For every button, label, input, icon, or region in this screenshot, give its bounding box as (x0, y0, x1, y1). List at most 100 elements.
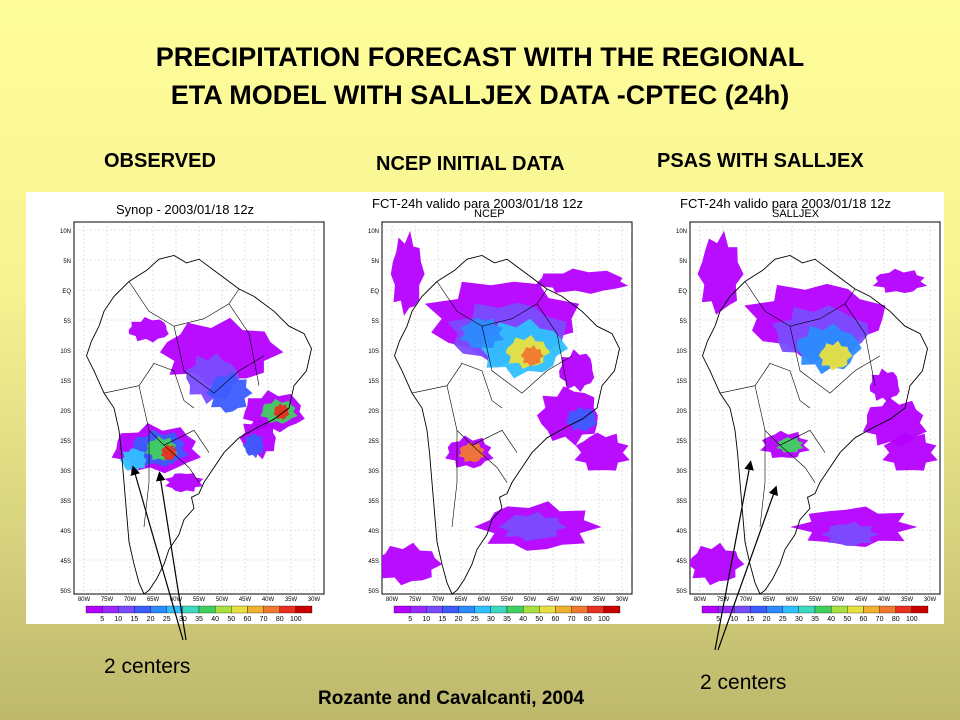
lon-tick-label: 45W (547, 597, 560, 603)
colorbar-label: 15 (131, 616, 139, 623)
colorbar-label: 100 (290, 616, 302, 623)
lat-tick-label: 20S (60, 409, 71, 415)
lat-tick-label: 5N (371, 259, 379, 265)
colorbar-swatch (134, 605, 151, 614)
colorbar-label: 15 (747, 616, 755, 623)
panel-header-psas: FCT-24h valido para 2003/01/18 12z (680, 196, 892, 211)
colorbar-label: 35 (811, 616, 819, 623)
lon-tick-label: 40W (262, 597, 275, 603)
colorbar-swatch (798, 605, 816, 614)
colorbar-label: 40 (211, 616, 219, 623)
colorbar-swatch (279, 605, 297, 614)
observed-precip-map: 10N 5N EQ 5S 10S 15S 20S 25S 30S 35S 40S 45S 50S 80W 7… (60, 221, 325, 623)
lon-tick-label: 35W (285, 597, 298, 603)
colorbar-swatch (830, 605, 848, 614)
lat-tick-label: 10S (368, 349, 379, 355)
colorbar-swatch (231, 605, 248, 614)
colorbar-label: 20 (763, 616, 771, 623)
colorbar-label: 10 (422, 616, 430, 623)
precip-contour (559, 349, 595, 392)
lon-tick-label: 65W (147, 597, 160, 603)
colorbar-label: 25 (471, 616, 479, 623)
colorbar-label: 70 (876, 616, 884, 623)
lat-tick-label: 50S (368, 589, 379, 595)
lon-tick-label: 65W (763, 597, 776, 603)
lat-tick-label: 15S (368, 379, 379, 385)
colorbar-swatch (555, 605, 572, 614)
precip-contour (206, 371, 253, 413)
country-border (173, 326, 265, 394)
lon-tick-label: 75W (409, 597, 422, 603)
colorbar-label: 50 (843, 616, 851, 623)
colorbar-label: 20 (455, 616, 463, 623)
psas-precip-map: 10N 5N EQ 5S 10S 15S 20S 25S 30S 35S 40S 45S 50S 80W 7… (676, 221, 941, 623)
lat-tick-label: 30S (676, 469, 687, 475)
lon-tick-label: 40W (570, 597, 583, 603)
colorbar-swatch (458, 605, 475, 614)
precip-contour (872, 268, 928, 293)
colorbar-swatch (587, 605, 605, 614)
lat-tick-label: EQ (678, 289, 687, 295)
colorbar-swatch (734, 605, 751, 614)
lon-tick-label: 75W (101, 597, 114, 603)
lon-tick-label: 35W (593, 597, 606, 603)
lat-tick-label: 40S (676, 529, 687, 535)
colorbar-label: 5 (408, 616, 412, 623)
lon-tick-label: 30W (308, 597, 321, 603)
precip-contour (869, 368, 900, 403)
precip-contour (818, 340, 853, 371)
lat-tick-label: 50S (676, 589, 687, 595)
map-panel-psas: FCT-24h valido para 2003/01/18 12z SALLJ… (654, 192, 944, 624)
colorbar-swatch (295, 605, 313, 614)
lat-tick-label: 25S (676, 439, 687, 445)
lat-tick-label: 15S (60, 379, 71, 385)
colorbar-swatch (879, 605, 896, 614)
colorbar-label: 80 (892, 616, 900, 623)
title-line-2: ETA MODEL WITH SALLJEX DATA -CPTEC (24h) (170, 80, 790, 110)
colorbar-swatch (393, 605, 411, 614)
colorbar-label: 5 (716, 616, 720, 623)
colorbar-label: 50 (535, 616, 543, 623)
precip-contour (776, 437, 804, 453)
lon-tick-label: 45W (855, 597, 868, 603)
lat-tick-label: 5N (63, 259, 71, 265)
lat-tick-label: 35S (368, 499, 379, 505)
lon-tick-label: 70W (124, 597, 137, 603)
precip-contour (242, 433, 265, 459)
lon-tick-label: 55W (501, 597, 514, 603)
lon-tick-label: 35W (901, 597, 914, 603)
lon-tick-label: 80W (78, 597, 91, 603)
colorbar-swatch (847, 605, 864, 614)
lat-tick-label: 50S (60, 589, 71, 595)
precip-contour (273, 403, 290, 420)
lon-tick-label: 30W (924, 597, 937, 603)
colorbar-label: 10 (114, 616, 122, 623)
precip-contour (498, 511, 568, 542)
country-border (719, 363, 811, 409)
colorbar-label: 40 (519, 616, 527, 623)
lat-tick-label: 5N (679, 259, 687, 265)
lon-tick-label: 50W (832, 597, 845, 603)
colorbar-swatch (863, 605, 880, 614)
precip-contour (390, 230, 425, 316)
colorbar-swatch (442, 605, 459, 614)
lat-tick-label: 20S (368, 409, 379, 415)
precip-contour (128, 317, 169, 343)
lat-tick-label: 10N (60, 229, 71, 235)
lon-tick-label: 60W (786, 597, 799, 603)
colorbar-label: 60 (860, 616, 868, 623)
colorbar-swatch (539, 605, 556, 614)
colorbar-swatch (506, 605, 524, 614)
lat-tick-label: 25S (368, 439, 379, 445)
colorbar-label: 25 (779, 616, 787, 623)
colorbar-swatch (474, 605, 492, 614)
lat-tick-label: 35S (60, 499, 71, 505)
colorbar-label: 80 (584, 616, 592, 623)
precip-contour (160, 444, 178, 460)
colorbar-label: 30 (795, 616, 803, 623)
country-border (789, 326, 881, 394)
colorbar-swatch (701, 605, 719, 614)
lat-tick-label: 10N (368, 229, 379, 235)
colorbar-label: 15 (439, 616, 447, 623)
lon-tick-label: 60W (170, 597, 183, 603)
